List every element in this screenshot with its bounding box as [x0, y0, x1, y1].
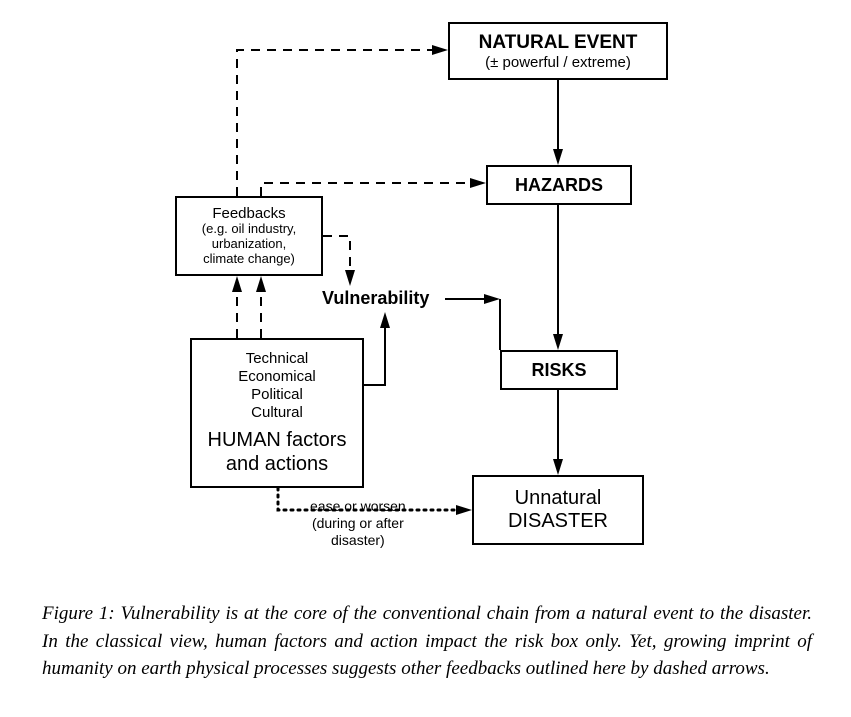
label-ease-or-worsen: ease or worsen (during or after disaster… [310, 498, 406, 548]
feedbacks-line4: climate change) [203, 252, 295, 267]
natural-event-subtitle: (± powerful / extreme) [485, 54, 631, 71]
diagram-canvas: NATURAL EVENT (± powerful / extreme) HAZ… [0, 0, 851, 717]
node-risks: RISKS [500, 350, 618, 390]
ease-line1: ease or worsen [310, 498, 406, 515]
human-line3: Political [251, 386, 303, 404]
feedbacks-line3: urbanization, [212, 237, 286, 252]
risks-title: RISKS [531, 360, 586, 381]
human-line1: Technical [246, 350, 309, 368]
disaster-line1: Unnatural [515, 487, 602, 510]
node-human-factors: Technical Economical Political Cultural … [190, 338, 364, 488]
figure-caption: Figure 1: Vulnerability is at the core o… [42, 600, 812, 683]
ease-line2: (during or after [310, 515, 406, 532]
label-vulnerability: Vulnerability [322, 288, 429, 309]
feedbacks-title: Feedbacks [212, 205, 285, 222]
node-feedbacks: Feedbacks (e.g. oil industry, urbanizati… [175, 196, 323, 276]
node-disaster: Unnatural DISASTER [472, 475, 644, 545]
hazards-title: HAZARDS [515, 175, 603, 196]
ease-line3: disaster) [310, 532, 406, 549]
node-hazards: HAZARDS [486, 165, 632, 205]
caption-text: Figure 1: Vulnerability is at the core o… [42, 603, 812, 679]
vulnerability-text: Vulnerability [322, 288, 429, 308]
feedbacks-line2: (e.g. oil industry, [202, 222, 296, 237]
human-title2: and actions [226, 452, 328, 476]
human-title1: HUMAN factors [208, 428, 347, 452]
disaster-line2: DISASTER [508, 510, 608, 533]
node-natural-event: NATURAL EVENT (± powerful / extreme) [448, 22, 668, 80]
human-line4: Cultural [251, 404, 303, 422]
human-line2: Economical [238, 368, 316, 386]
natural-event-title: NATURAL EVENT [479, 32, 638, 54]
